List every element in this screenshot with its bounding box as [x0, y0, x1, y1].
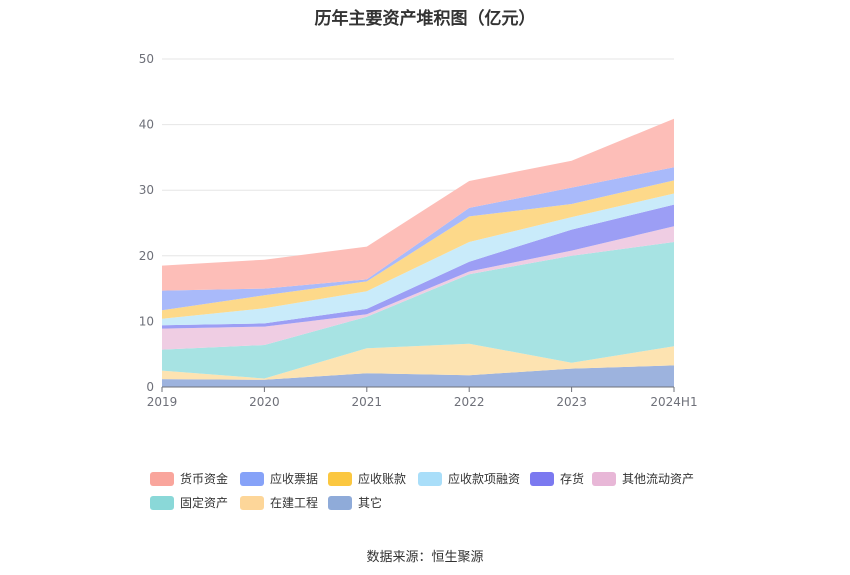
legend-label: 存货 [560, 472, 585, 486]
legend-label: 在建工程 [270, 496, 319, 510]
area-series [162, 167, 674, 311]
legend-label: 货币资金 [180, 472, 229, 486]
area-series [162, 118, 674, 291]
area-series [162, 365, 674, 387]
legend-swatch [530, 471, 554, 486]
x-tick-label: 2023 [556, 395, 587, 409]
legend-swatch [328, 471, 352, 486]
x-tick-label: 2022 [454, 395, 485, 409]
legend-item[interactable]: 存货 [530, 470, 584, 487]
legend-item[interactable]: 应收账款 [328, 470, 406, 487]
legend-item[interactable]: 货币资金 [150, 470, 228, 487]
legend-label: 其他流动资产 [622, 472, 695, 486]
area-series [162, 193, 674, 326]
legend-label: 固定资产 [180, 496, 229, 510]
legend-label: 应收账款 [358, 472, 407, 486]
legend-swatch [328, 495, 352, 510]
legend-swatch [418, 471, 442, 486]
legend-swatch [240, 471, 264, 486]
y-tick-label: 20 [139, 249, 154, 263]
legend-swatch [592, 471, 616, 486]
legend-item[interactable]: 其他流动资产 [592, 470, 694, 487]
data-source: 数据来源：恒生聚源 [366, 550, 484, 565]
legend-item[interactable]: 其它 [328, 494, 382, 511]
legend-label: 其它 [358, 496, 383, 510]
legend-item[interactable]: 固定资产 [150, 494, 228, 511]
legend-label: 应收款项融资 [448, 472, 521, 486]
x-tick-label: 2021 [352, 395, 383, 409]
chart-title: 历年主要资产堆积图（亿元） [314, 9, 536, 29]
y-tick-label: 0 [146, 380, 154, 394]
legend-item[interactable]: 应收款项融资 [418, 470, 520, 487]
x-tick-label: 2019 [147, 395, 178, 409]
y-tick-label: 40 [139, 118, 154, 132]
legend-label: 应收票据 [270, 472, 319, 486]
area-series [162, 180, 674, 319]
x-tick-label: 2024H1 [650, 395, 697, 409]
area-series [162, 226, 674, 350]
area-series [162, 242, 674, 379]
area-series [162, 343, 674, 380]
legend-swatch [150, 471, 174, 486]
y-tick-label: 30 [139, 183, 154, 197]
x-tick-label: 2020 [249, 395, 280, 409]
y-tick-label: 50 [139, 52, 154, 66]
y-tick-label: 10 [139, 314, 154, 328]
legend-item[interactable]: 在建工程 [240, 494, 318, 511]
legend-item[interactable]: 应收票据 [240, 470, 318, 487]
legend-swatch [240, 495, 264, 510]
legend-swatch [150, 495, 174, 510]
